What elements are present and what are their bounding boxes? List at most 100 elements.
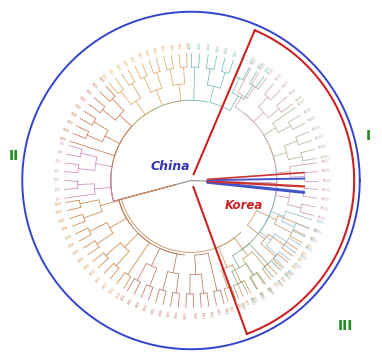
Text: HN09: HN09 <box>58 136 66 142</box>
Text: FJ03: FJ03 <box>55 160 61 164</box>
Text: GZ04: GZ04 <box>241 52 248 61</box>
Text: KRB01: KRB01 <box>286 269 295 278</box>
Text: KRB04: KRB04 <box>303 245 313 253</box>
Text: YN01: YN01 <box>184 42 188 49</box>
Text: YN05: YN05 <box>151 47 157 55</box>
Text: KRD02: KRD02 <box>318 144 328 150</box>
Text: BJ02: BJ02 <box>235 303 241 310</box>
Text: HN04: HN04 <box>79 96 87 104</box>
Text: HN01: HN01 <box>97 76 105 84</box>
Text: YN08: YN08 <box>128 55 135 64</box>
Text: SH13: SH13 <box>215 309 221 317</box>
Text: BJ13: BJ13 <box>304 243 312 249</box>
Text: GD04: GD04 <box>61 226 69 232</box>
Text: GD06: GD06 <box>68 242 76 248</box>
Text: FJ07: FJ07 <box>55 197 61 201</box>
Text: SH06: SH06 <box>159 308 164 316</box>
Text: FJ01: FJ01 <box>59 141 65 146</box>
Text: KRD03: KRD03 <box>315 134 325 141</box>
Text: HN03: HN03 <box>84 89 92 97</box>
Text: KRB06: KRB06 <box>312 228 322 235</box>
Text: BJ06: BJ06 <box>265 287 272 294</box>
Text: KRC04: KRC04 <box>322 188 331 192</box>
Text: FJ02: FJ02 <box>57 150 63 155</box>
Text: GZ06: GZ06 <box>224 46 230 55</box>
Text: SH05: SH05 <box>151 306 156 314</box>
Text: SH04: SH04 <box>142 304 149 312</box>
Text: HN02: HN02 <box>90 82 98 90</box>
Text: KRB03: KRB03 <box>298 253 308 262</box>
Text: KRC03: KRC03 <box>321 197 330 202</box>
Text: GZ07: GZ07 <box>215 44 221 52</box>
Text: HN07: HN07 <box>65 119 73 126</box>
Text: BJ03: BJ03 <box>243 299 249 306</box>
Text: SH12: SH12 <box>207 310 212 318</box>
Text: SH11: SH11 <box>199 311 204 319</box>
Text: KRB07: KRB07 <box>316 219 325 226</box>
Text: YN11: YN11 <box>107 68 114 76</box>
Text: BJ05: BJ05 <box>258 291 265 299</box>
Text: YN12: YN12 <box>100 73 108 81</box>
Text: HN08: HN08 <box>62 127 70 134</box>
Text: YN04: YN04 <box>159 45 165 53</box>
Text: HN05: HN05 <box>74 103 82 110</box>
Text: GD02: GD02 <box>55 210 64 215</box>
Text: GD09: GD09 <box>83 262 91 270</box>
Text: KRE04: KRE04 <box>275 73 283 82</box>
Text: BJ09: BJ09 <box>284 270 291 277</box>
Text: KRD04: KRD04 <box>312 125 322 132</box>
Text: BJ04: BJ04 <box>251 296 257 303</box>
Text: KRB02: KRB02 <box>292 261 301 270</box>
Text: GD11: GD11 <box>95 275 103 283</box>
Text: BJ11: BJ11 <box>295 257 303 264</box>
Text: KRC02: KRC02 <box>319 206 329 212</box>
Text: SH14: SH14 <box>223 307 229 315</box>
Text: YN06: YN06 <box>143 49 149 57</box>
Text: SH03: SH03 <box>135 301 141 309</box>
Text: GZ01: GZ01 <box>265 66 272 74</box>
Text: Korea: Korea <box>225 199 263 212</box>
Text: YN09: YN09 <box>121 59 128 67</box>
Text: BJ10: BJ10 <box>290 264 297 271</box>
Text: KRE05: KRE05 <box>267 66 275 76</box>
Text: FJ06: FJ06 <box>54 188 60 192</box>
Text: KRD06: KRD06 <box>303 107 312 115</box>
Text: BJ12: BJ12 <box>300 250 308 257</box>
Text: FJ04: FJ04 <box>54 169 60 173</box>
Text: SH10: SH10 <box>192 312 196 319</box>
Text: GD14: GD14 <box>116 291 123 300</box>
Text: BJ01: BJ01 <box>228 305 233 313</box>
Text: KRE02: KRE02 <box>288 87 298 96</box>
Text: KRD07: KRD07 <box>298 98 307 107</box>
Text: SH08: SH08 <box>175 311 180 318</box>
Text: BJ07: BJ07 <box>272 282 279 289</box>
Text: FJ05: FJ05 <box>54 178 60 183</box>
Text: GZ08: GZ08 <box>207 43 212 51</box>
Text: I: I <box>366 129 371 143</box>
Text: GD10: GD10 <box>88 269 97 277</box>
Text: KRE03: KRE03 <box>282 79 291 88</box>
Text: KRA03: KRA03 <box>257 292 265 301</box>
Text: GZ05: GZ05 <box>233 49 239 57</box>
Text: GZ10: GZ10 <box>189 42 193 49</box>
Text: SH09: SH09 <box>183 312 188 319</box>
Text: GD12: GD12 <box>101 281 109 289</box>
Text: YN07: YN07 <box>136 52 142 60</box>
Text: YN02: YN02 <box>176 42 181 50</box>
Text: GD13: GD13 <box>108 286 116 295</box>
Text: YN03: YN03 <box>168 43 173 51</box>
Text: KRA05: KRA05 <box>275 279 283 288</box>
Text: SH01: SH01 <box>120 293 127 301</box>
Text: China: China <box>151 160 190 173</box>
Text: BJ15: BJ15 <box>312 228 319 234</box>
Text: KRC05: KRC05 <box>322 178 331 183</box>
Text: KRD01: KRD01 <box>320 154 330 160</box>
Text: II: II <box>9 149 19 162</box>
Text: KRE01: KRE01 <box>295 95 304 103</box>
Text: KRD05: KRD05 <box>308 116 317 123</box>
Text: GD08: GD08 <box>77 256 86 264</box>
Text: KRC07: KRC07 <box>321 159 330 164</box>
Text: GZ02: GZ02 <box>257 61 264 69</box>
Text: KRA01: KRA01 <box>238 301 245 311</box>
Text: BJ08: BJ08 <box>278 276 285 283</box>
